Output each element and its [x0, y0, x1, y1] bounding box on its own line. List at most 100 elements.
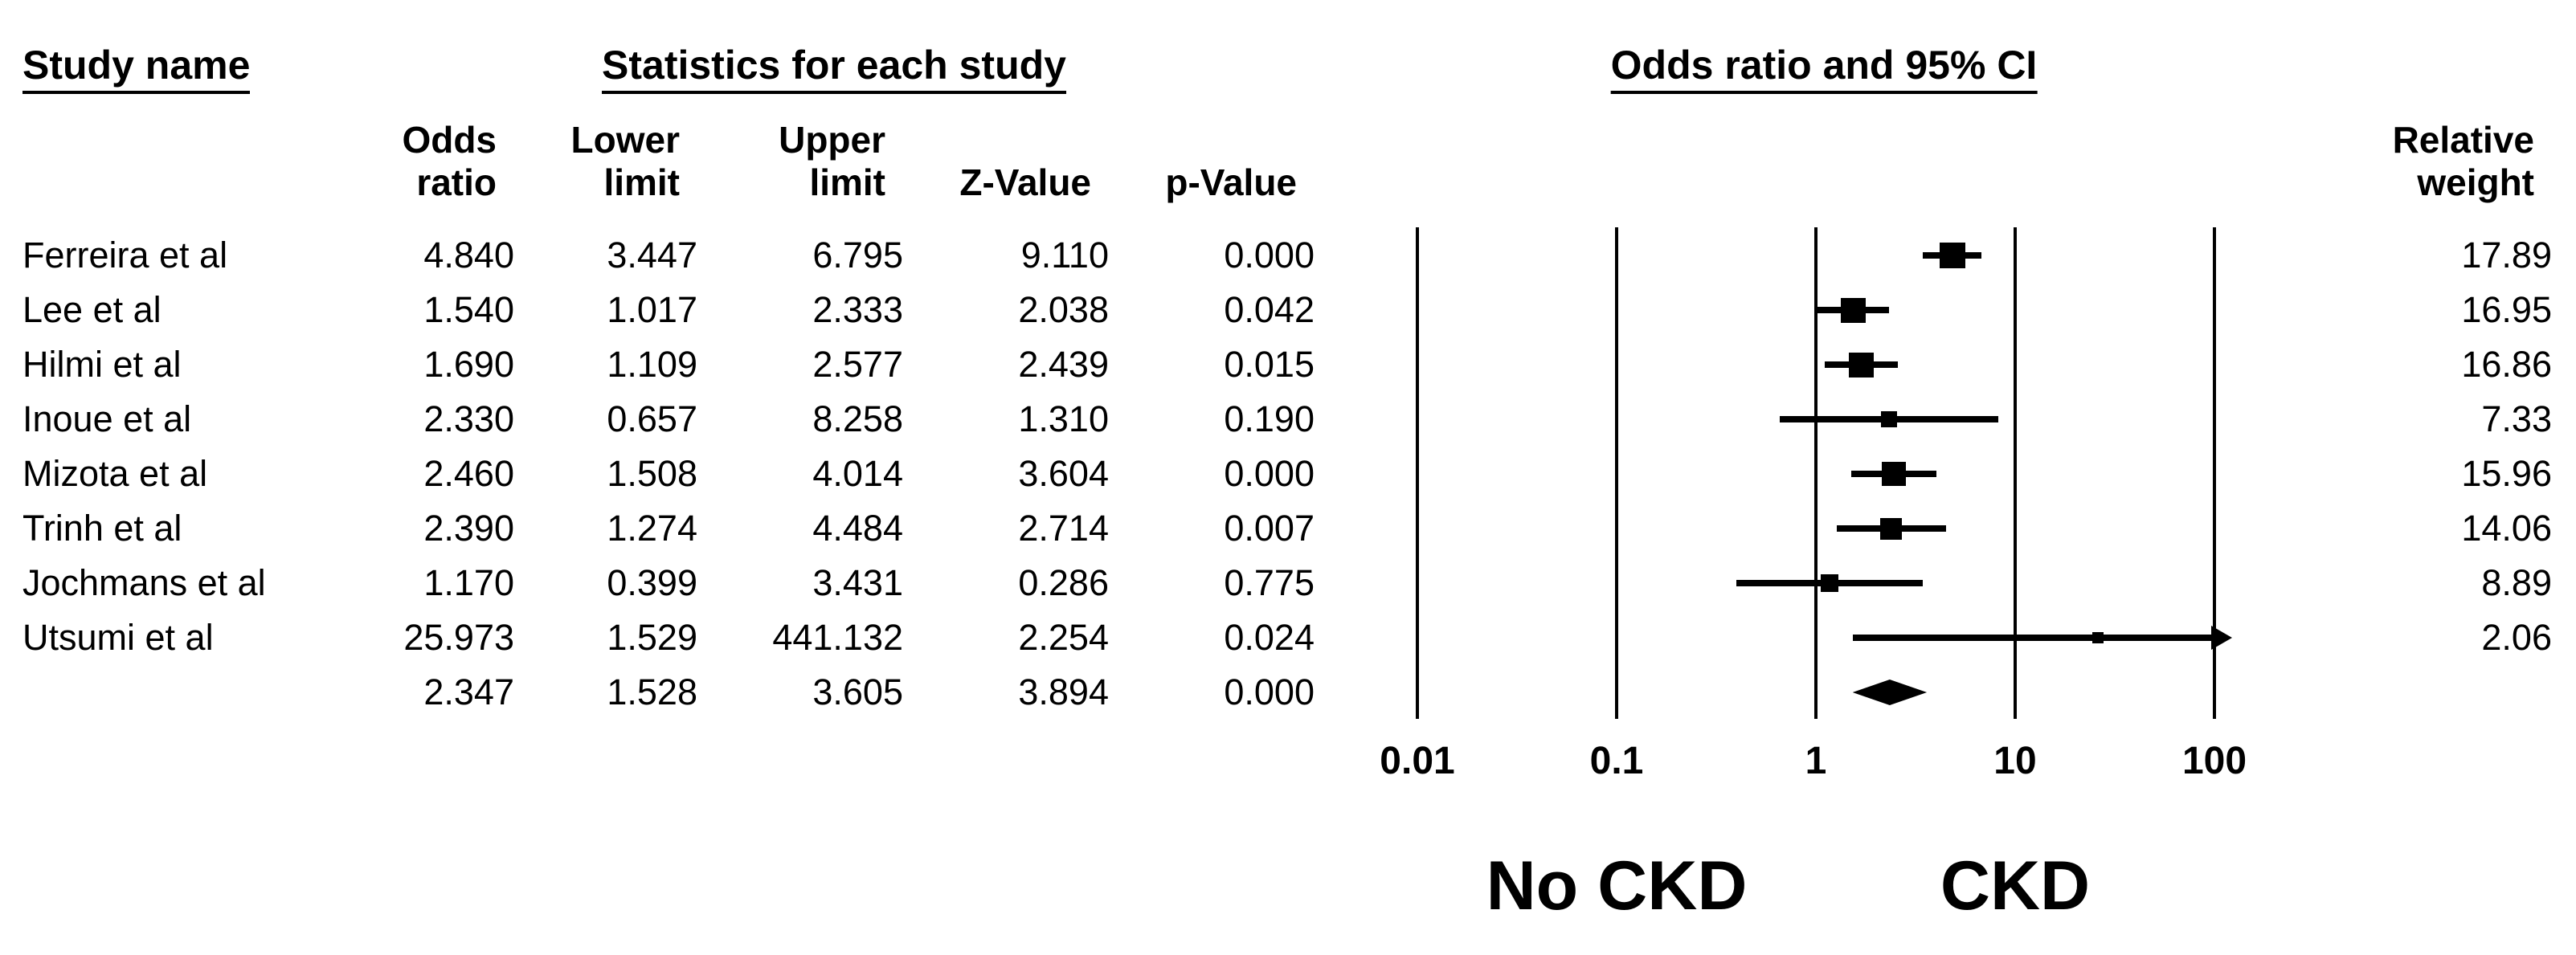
relative-weight-cell: 17.89 — [2461, 235, 2552, 275]
relative-weight-cell — [2214, 665, 2552, 720]
lower-limit-cell: 0.657 — [607, 398, 697, 439]
study-name-cell: Inoue et al — [22, 398, 192, 439]
study-name-cell: Mizota et al — [22, 453, 208, 494]
relative-weight-cell: 7.33 — [2481, 398, 2552, 439]
z-value-cell: 2.439 — [1018, 344, 1109, 385]
odds-ratio-cell: 2.330 — [423, 398, 514, 439]
lower-limit-cell: 1.529 — [607, 617, 697, 658]
p-value-cell: 0.000 — [1224, 453, 1315, 494]
p-value-cell: 0.000 — [1224, 235, 1315, 275]
column-header-relative-weight: Relative weight — [2392, 119, 2534, 203]
gridline-10 — [2014, 227, 2017, 719]
table-row: Trinh et al 2.390 1.274 4.484 2.714 0.007 14.0… — [0, 501, 2576, 556]
or-point-marker — [1939, 243, 1965, 268]
z-value-cell: 2.038 — [1018, 289, 1109, 330]
or-point-marker — [2091, 632, 2104, 643]
odds-ratio-cell: 1.690 — [423, 344, 514, 385]
p-value-cell: 0.007 — [1224, 508, 1315, 549]
odds-ratio-ci-section-title: Odds ratio and 95% CI — [1610, 45, 2038, 94]
table-row: Utsumi et al 25.973 1.529 441.132 2.254 0.024… — [0, 610, 2576, 665]
odds-ratio-cell: 2.460 — [423, 453, 514, 494]
p-value-cell: 0.015 — [1224, 344, 1315, 385]
odds-ratio-cell: 25.973 — [403, 617, 514, 658]
or-point-marker — [1841, 297, 1866, 323]
z-value-cell: 3.894 — [1018, 671, 1109, 712]
group-label-no-ckd: No CKD — [1486, 847, 1748, 924]
table-row: Lee et al 1.540 1.017 2.333 2.038 0.042 16.95 — [0, 283, 2576, 337]
statistics-section-title: Statistics for each study — [602, 45, 1066, 94]
axis-tick-label: 0.01 — [1380, 740, 1455, 782]
upper-limit-cell: 2.333 — [812, 289, 903, 330]
lower-limit-cell: 0.399 — [607, 562, 697, 603]
relative-weight-cell: 16.95 — [2461, 289, 2552, 330]
column-header-p-value: p-Value — [1165, 161, 1297, 203]
axis-tick-label: 0.1 — [1589, 740, 1644, 782]
upper-limit-cell: 3.605 — [812, 671, 903, 712]
p-value-cell: 0.775 — [1224, 562, 1315, 603]
table-row: Ferreira et al 4.840 3.447 6.795 9.110 0.000 1… — [0, 228, 2576, 283]
group-label-ckd: CKD — [1940, 847, 2091, 924]
or-point-marker — [1881, 462, 1906, 486]
upper-limit-cell: 4.014 — [812, 453, 903, 494]
column-header-upper-limit: Upper limit — [779, 119, 885, 203]
relative-weight-cell: 16.86 — [2461, 344, 2552, 385]
relative-weight-cell: 14.06 — [2461, 508, 2552, 549]
lower-limit-cell: 1.109 — [607, 344, 697, 385]
p-value-cell: 0.042 — [1224, 289, 1315, 330]
study-name-cell: Jochmans et al — [22, 562, 266, 603]
upper-limit-cell: 8.258 — [812, 398, 903, 439]
lower-limit-cell: 1.508 — [607, 453, 697, 494]
column-header-z-value: Z-Value — [959, 161, 1091, 203]
upper-limit-cell: 441.132 — [772, 617, 903, 658]
axis-tick-label: 1 — [1805, 740, 1827, 782]
relative-weight-cell: 15.96 — [2461, 453, 2552, 494]
lower-limit-cell: 3.447 — [607, 235, 697, 275]
odds-ratio-cell: 1.170 — [423, 562, 514, 603]
upper-limit-cell: 4.484 — [812, 508, 903, 549]
axis-tick-label: 100 — [2181, 740, 2247, 782]
upper-limit-cell: 6.795 — [812, 235, 903, 275]
gridline-0.1 — [1615, 227, 1618, 719]
upper-limit-cell: 3.431 — [812, 562, 903, 603]
gridline-0.01 — [1416, 227, 1419, 719]
study-name-cell: Hilmi et al — [22, 344, 182, 385]
or-point-marker — [1881, 411, 1898, 427]
z-value-cell: 2.714 — [1018, 508, 1109, 549]
z-value-cell: 1.310 — [1018, 398, 1109, 439]
relative-weight-cell: 8.89 — [2481, 562, 2552, 603]
column-header-lower-limit: Lower limit — [570, 119, 680, 203]
odds-ratio-cell: 2.347 — [423, 671, 514, 712]
odds-ratio-cell: 2.390 — [423, 508, 514, 549]
axis-tick-label: 10 — [1993, 740, 2037, 782]
study-name-section-title: Study name — [22, 45, 251, 94]
table-row: Hilmi et al 1.690 1.109 2.577 2.439 0.015 16.8… — [0, 337, 2576, 392]
z-value-cell: 2.254 — [1018, 617, 1109, 658]
ci-line — [1852, 635, 2214, 641]
study-name-cell: Ferreira et al — [22, 235, 228, 275]
study-name-cell: Lee et al — [22, 289, 162, 330]
ci-arrow-right-icon — [2211, 626, 2232, 650]
gridline-1 — [1814, 227, 1818, 719]
z-value-cell: 0.286 — [1018, 562, 1109, 603]
lower-limit-cell: 1.274 — [607, 508, 697, 549]
or-point-marker — [1880, 517, 1903, 540]
study-name-cell: Utsumi et al — [22, 617, 214, 658]
p-value-cell: 0.024 — [1224, 617, 1315, 658]
table-row: Inoue et al 2.330 0.657 8.258 1.310 0.190 7.33 — [0, 392, 2576, 447]
p-value-cell: 0.000 — [1224, 671, 1315, 712]
table-row: Mizota et al 2.460 1.508 4.014 3.604 0.000 15.… — [0, 447, 2576, 501]
lower-limit-cell: 1.017 — [607, 289, 697, 330]
upper-limit-cell: 2.577 — [812, 344, 903, 385]
relative-weight-cell: 2.06 — [2481, 617, 2552, 658]
p-value-cell: 0.190 — [1224, 398, 1315, 439]
z-value-cell: 3.604 — [1018, 453, 1109, 494]
column-header-odds-ratio: Odds ratio — [402, 119, 497, 203]
or-point-marker — [1849, 352, 1875, 378]
or-point-marker — [1820, 574, 1838, 592]
odds-ratio-cell: 4.840 — [423, 235, 514, 275]
odds-ratio-cell: 1.540 — [423, 289, 514, 330]
study-name-cell: Trinh et al — [22, 508, 182, 549]
table-row: Jochmans et al 1.170 0.399 3.431 0.286 0.775 8… — [0, 556, 2576, 610]
summary-table-row: 2.347 1.528 3.605 3.894 0.000 — [0, 665, 2576, 720]
